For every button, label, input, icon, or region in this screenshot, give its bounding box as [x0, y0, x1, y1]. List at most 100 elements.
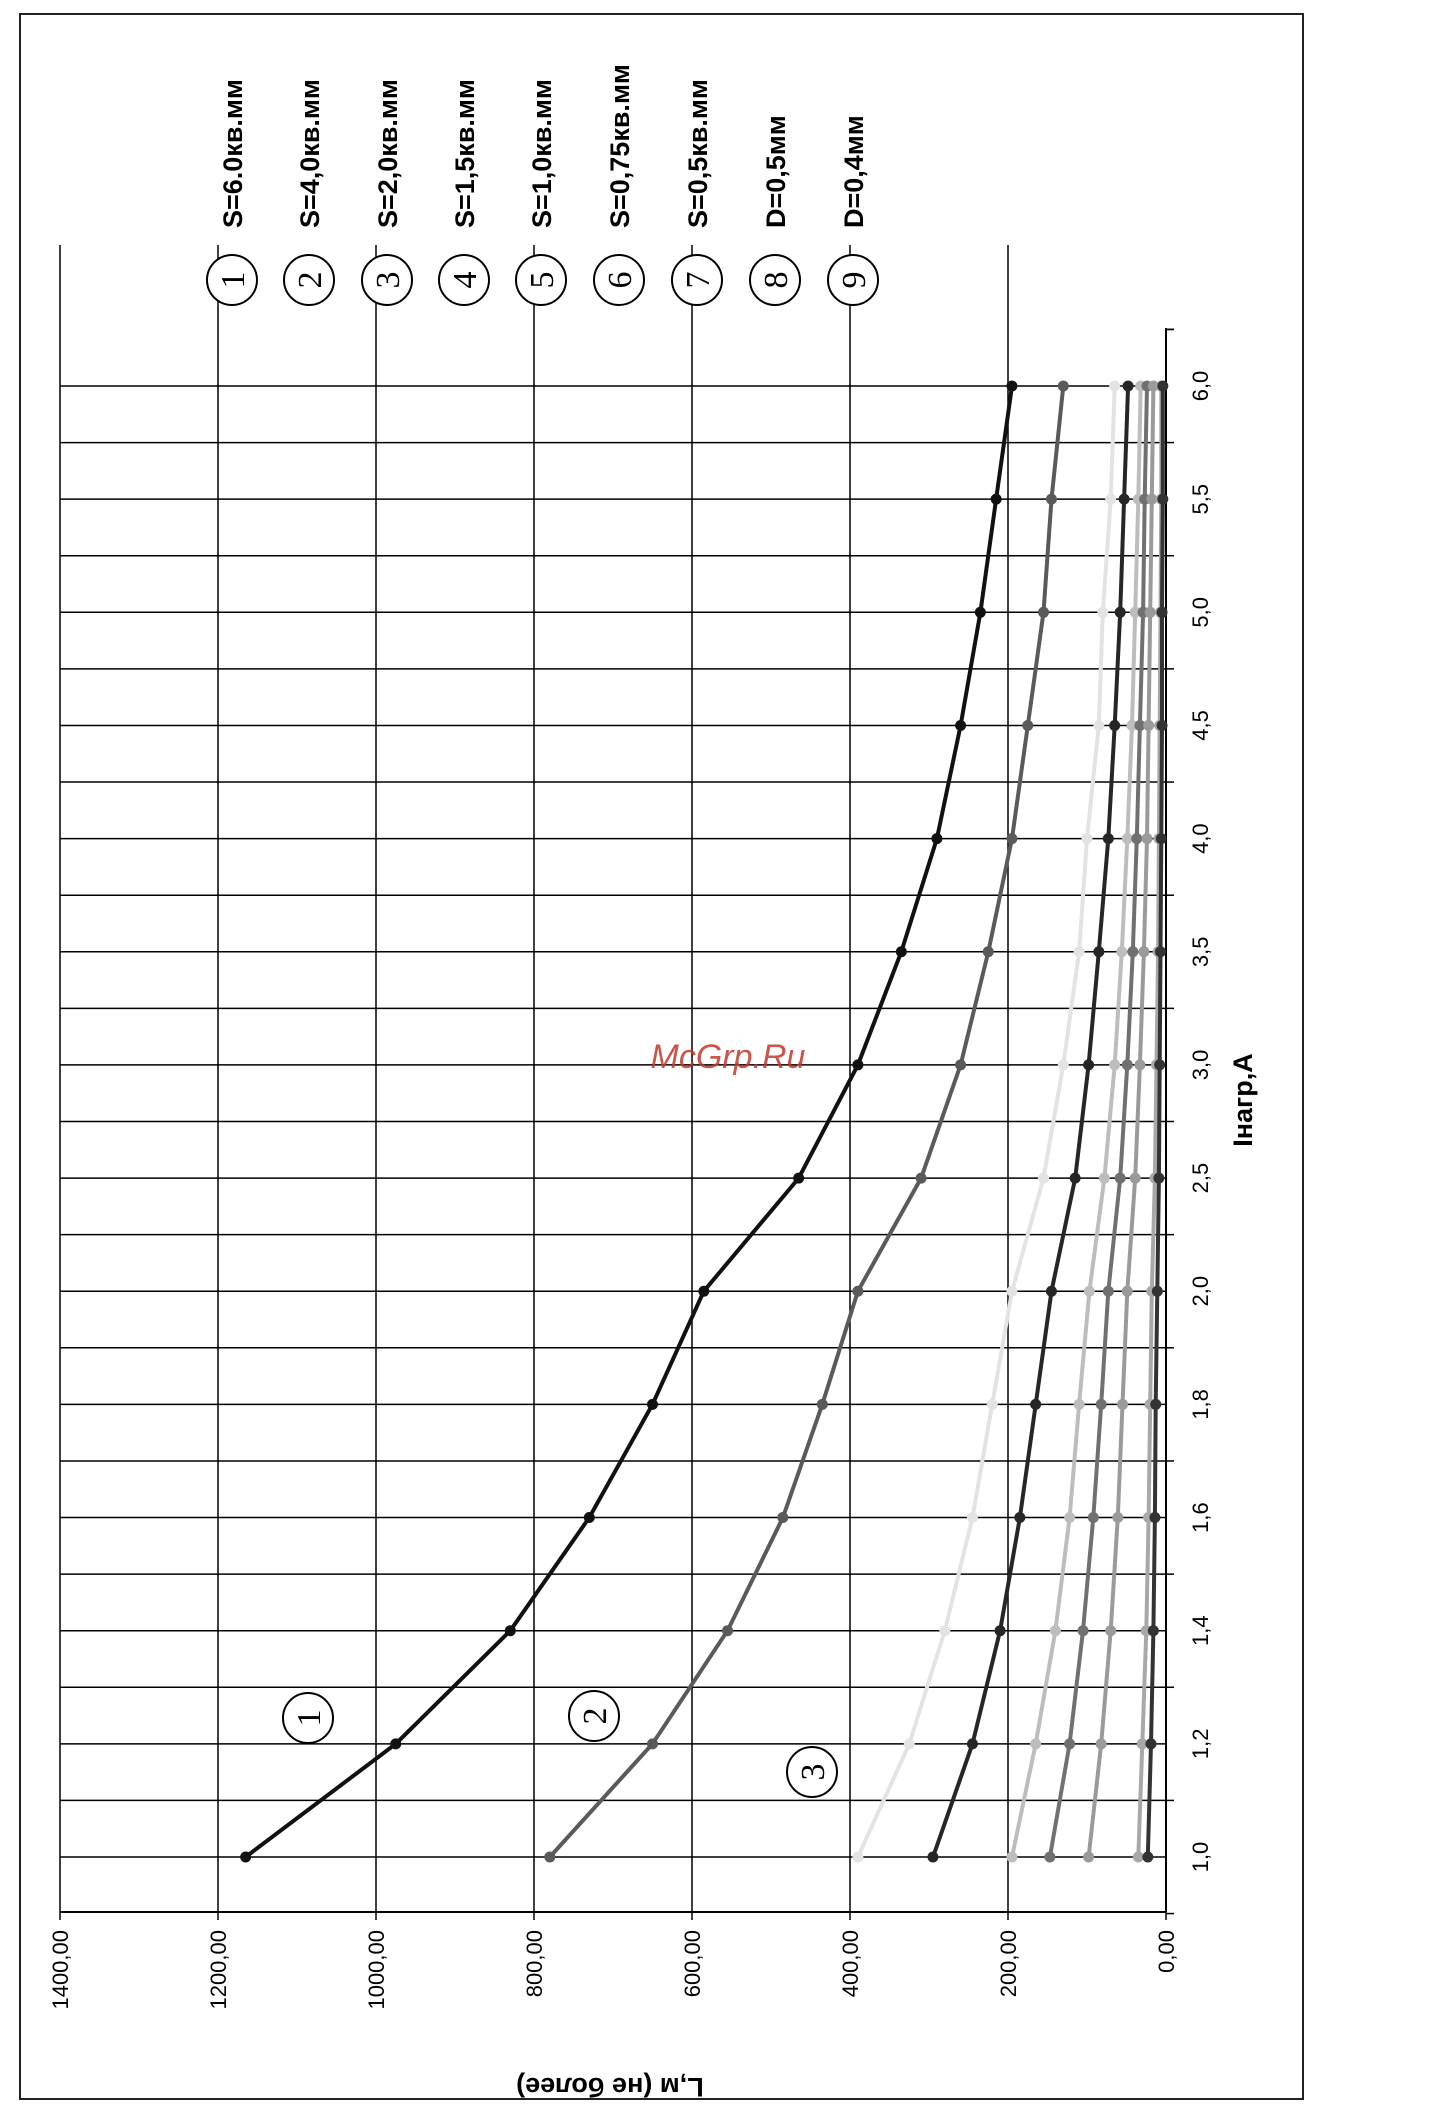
- data-point: [966, 1512, 978, 1524]
- curve-label-number: 2: [577, 1708, 614, 1725]
- curve-label: 2: [568, 1690, 620, 1742]
- x-tick-label: 5,0: [1188, 597, 1213, 628]
- series-line: [856, 385, 1117, 1858]
- data-point: [1069, 1172, 1081, 1184]
- x-tick-label: 4,5: [1188, 710, 1213, 741]
- legend-label: D=0,5мм: [761, 115, 791, 228]
- data-point: [1132, 1851, 1144, 1863]
- x-tick-label: 2,5: [1188, 1163, 1213, 1194]
- legend-label: S=2,0кв.мм: [373, 79, 403, 228]
- data-point: [1077, 1625, 1089, 1637]
- data-point: [1153, 1172, 1165, 1184]
- x-tick-label: 4,0: [1188, 823, 1213, 854]
- data-point: [1157, 380, 1169, 392]
- data-point: [1121, 1059, 1133, 1071]
- data-point: [1030, 1398, 1042, 1410]
- data-point: [816, 1398, 828, 1410]
- data-point: [1081, 833, 1093, 845]
- data-point: [1045, 1285, 1057, 1297]
- data-point: [1154, 1059, 1166, 1071]
- data-point: [1141, 833, 1153, 845]
- data-point: [1109, 719, 1121, 731]
- data-point: [990, 493, 1002, 505]
- x-tick-label: 1,6: [1188, 1502, 1213, 1533]
- y-tick-label: 1000,00: [364, 1930, 389, 2010]
- data-point: [1073, 946, 1085, 958]
- legend-item: 5 S=1,0кв.мм: [515, 79, 567, 306]
- series-group: [240, 380, 1169, 1863]
- data-point: [1143, 719, 1155, 731]
- data-point: [1136, 1738, 1148, 1750]
- data-point: [955, 719, 967, 731]
- legend-number-circle: [283, 254, 335, 306]
- data-point: [1131, 833, 1143, 845]
- legend-number-circle: [206, 254, 258, 306]
- data-point: [1147, 380, 1159, 392]
- data-point: [1151, 1285, 1163, 1297]
- legend-label: S=0,5кв.мм: [683, 79, 713, 228]
- x-axis-title: Iнагр,А: [1228, 1053, 1258, 1147]
- legend-label: D=0,4мм: [839, 115, 869, 228]
- curve-labels: 1 2 3: [282, 1690, 838, 1798]
- data-point: [1156, 719, 1168, 731]
- data-point: [647, 1738, 658, 1750]
- data-point: [1105, 1625, 1117, 1637]
- curve-label-circle: [568, 1690, 620, 1742]
- data-point: [1121, 1285, 1133, 1297]
- data-point: [955, 1059, 967, 1071]
- data-point: [852, 1059, 864, 1071]
- data-point: [1038, 1172, 1050, 1184]
- curve-label-number: 3: [795, 1764, 832, 1781]
- data-point: [1116, 946, 1128, 958]
- data-point: [1087, 1512, 1099, 1524]
- data-point: [1134, 719, 1146, 731]
- watermark: McGrp.Ru: [651, 1038, 806, 1076]
- data-point: [1006, 833, 1018, 845]
- data-point: [1121, 833, 1133, 845]
- legend-number-circle: [671, 254, 723, 306]
- legend-number: 4: [447, 272, 484, 289]
- data-point: [583, 1512, 595, 1524]
- curve-label-circle: [786, 1746, 838, 1798]
- data-point: [1122, 380, 1134, 392]
- data-point: [1006, 380, 1018, 392]
- series-9: [1142, 380, 1169, 1863]
- grid: [59, 245, 1166, 1912]
- legend-label: S=1,0кв.мм: [527, 79, 557, 228]
- data-point: [1098, 1172, 1110, 1184]
- data-point: [1144, 606, 1156, 618]
- series-7: [1083, 380, 1159, 1863]
- data-point: [1022, 719, 1034, 731]
- legend-number: 7: [680, 272, 717, 289]
- data-point: [1057, 1059, 1069, 1071]
- data-point: [994, 1625, 1006, 1637]
- data-point: [895, 946, 907, 958]
- legend-item: 1 S=6.0кв.мм: [206, 79, 258, 306]
- series-line: [1086, 385, 1156, 1858]
- legend-number-circle: [361, 254, 413, 306]
- data-point: [647, 1398, 658, 1410]
- series-line: [244, 385, 1014, 1859]
- data-point: [1129, 606, 1141, 618]
- legend-number: 8: [758, 272, 795, 289]
- data-point: [1112, 1512, 1124, 1524]
- data-point: [1093, 719, 1105, 731]
- data-point: [1126, 719, 1138, 731]
- data-point: [1134, 1059, 1146, 1071]
- data-point: [1006, 1851, 1018, 1863]
- data-point: [1114, 1172, 1126, 1184]
- data-point: [1156, 606, 1168, 618]
- legend-item: 9 D=0,4мм: [827, 115, 879, 306]
- data-point: [1149, 1512, 1161, 1524]
- data-point: [1102, 1285, 1114, 1297]
- series-5: [1006, 380, 1147, 1863]
- legend-number-circle: [827, 254, 879, 306]
- data-point: [1146, 493, 1158, 505]
- data-point: [927, 1851, 939, 1863]
- data-point: [852, 1285, 864, 1297]
- x-tick-label: 1,0: [1188, 1842, 1213, 1873]
- data-point: [1045, 493, 1057, 505]
- series-6: [1044, 380, 1153, 1863]
- legend-number: 2: [292, 272, 329, 289]
- data-point: [1138, 946, 1150, 958]
